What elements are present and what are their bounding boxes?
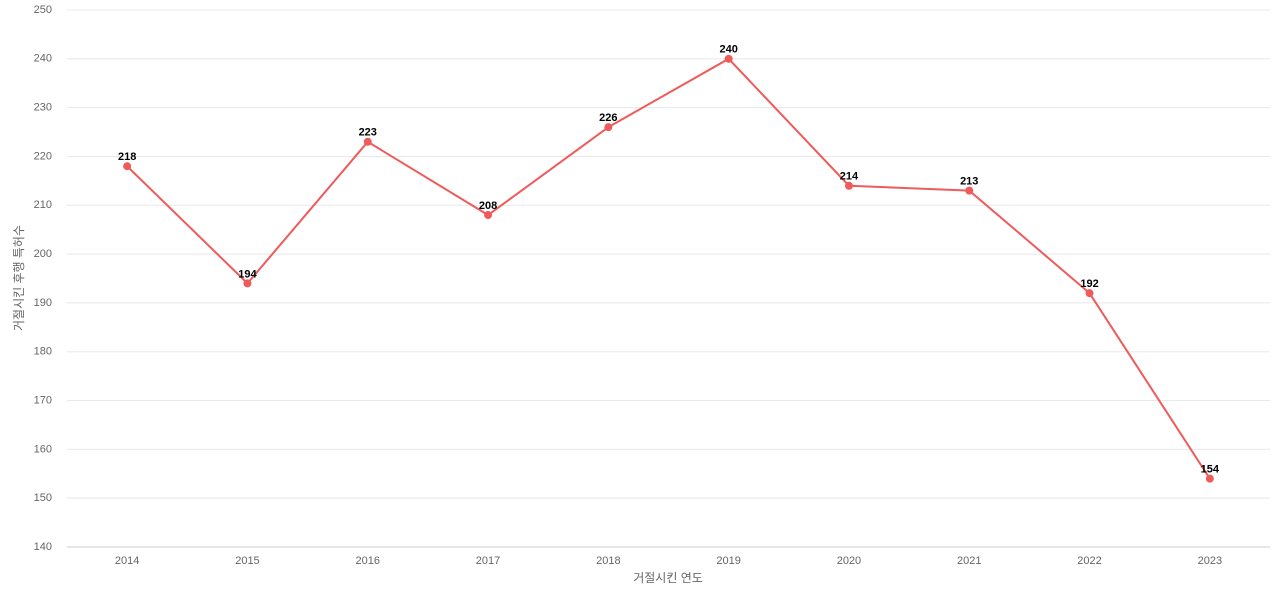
point <box>604 123 613 132</box>
x-axis-label: 거절시킨 연도 <box>633 571 703 585</box>
value-label: 214 <box>840 171 859 183</box>
point <box>965 186 974 195</box>
x-tick-label: 2016 <box>356 555 380 567</box>
value-label: 240 <box>719 44 737 56</box>
x-tick-label: 2023 <box>1198 555 1222 567</box>
y-tick-label: 170 <box>34 394 52 406</box>
point <box>123 162 132 171</box>
y-tick-label: 240 <box>34 53 52 65</box>
x-tick-label: 2022 <box>1077 555 1101 567</box>
line <box>126 57 1211 480</box>
y-tick-label: 160 <box>34 443 52 455</box>
y-axis-label: 거절시킨 후행 특허수 <box>11 225 26 331</box>
point <box>243 279 252 288</box>
x-tick-label: 2015 <box>235 555 259 567</box>
value-label: 192 <box>1080 278 1098 290</box>
x-tick-label: 2018 <box>596 555 620 567</box>
x-tick-label: 2019 <box>716 555 740 567</box>
point <box>363 137 372 146</box>
y-tick-label: 190 <box>34 297 52 309</box>
value-label: 194 <box>238 268 257 280</box>
y-tick-label: 210 <box>34 199 52 211</box>
value-label: 218 <box>118 151 136 163</box>
y-tick-label: 140 <box>34 541 52 553</box>
value-label: 208 <box>479 200 497 212</box>
x-tick-label: 2017 <box>476 555 500 567</box>
point <box>1205 474 1214 483</box>
y-tick-label: 230 <box>34 102 52 114</box>
x-tick-label: 2014 <box>115 555 139 567</box>
value-label: 213 <box>960 176 978 188</box>
y-tick-label: 180 <box>34 346 52 358</box>
point <box>844 181 853 190</box>
point <box>484 211 493 220</box>
y-tick-label: 220 <box>34 150 52 162</box>
value-label: 226 <box>599 112 617 124</box>
point <box>724 54 733 63</box>
x-tick-label: 2020 <box>837 555 861 567</box>
point <box>1085 289 1094 298</box>
y-tick-label: 250 <box>34 4 52 16</box>
value-label: 223 <box>359 127 377 139</box>
y-tick-label: 150 <box>34 492 52 504</box>
value-label: 154 <box>1201 464 1220 476</box>
y-tick-label: 200 <box>34 248 52 260</box>
x-tick-label: 2021 <box>957 555 981 567</box>
